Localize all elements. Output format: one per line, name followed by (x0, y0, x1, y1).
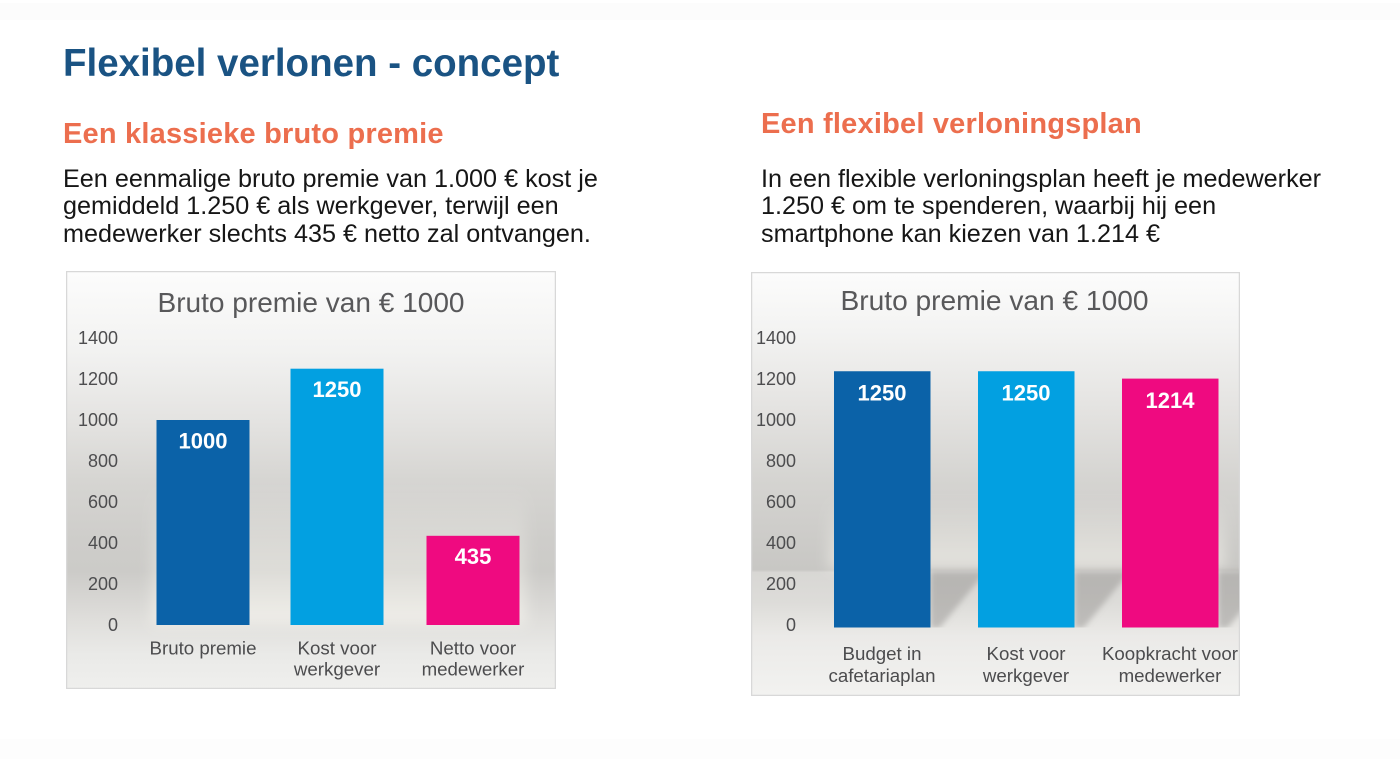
svg-text:Netto voor: Netto voor (430, 638, 516, 659)
svg-text:1000: 1000 (179, 428, 228, 453)
svg-text:0: 0 (786, 615, 796, 635)
svg-text:Koopkracht voor: Koopkracht voor (1102, 643, 1238, 664)
svg-text:800: 800 (88, 451, 118, 471)
svg-text:1400: 1400 (756, 328, 796, 348)
svg-text:200: 200 (88, 574, 118, 594)
svg-text:600: 600 (88, 492, 118, 512)
svg-text:1000: 1000 (78, 410, 118, 430)
svg-text:1000: 1000 (756, 410, 796, 430)
svg-text:medewerker: medewerker (1119, 665, 1222, 686)
svg-text:Bruto premie: Bruto premie (150, 638, 257, 659)
svg-text:Bruto premie van € 1000: Bruto premie van € 1000 (158, 286, 465, 318)
svg-text:1250: 1250 (858, 381, 907, 406)
svg-text:werkgever: werkgever (293, 659, 380, 680)
svg-text:800: 800 (766, 451, 796, 471)
svg-text:400: 400 (88, 533, 118, 553)
svg-text:medewerker: medewerker (422, 659, 525, 680)
svg-text:Kost voor: Kost voor (298, 638, 377, 659)
svg-text:400: 400 (766, 533, 796, 553)
svg-text:200: 200 (766, 574, 796, 594)
svg-text:1250: 1250 (313, 377, 362, 402)
svg-text:0: 0 (108, 615, 118, 635)
svg-text:1200: 1200 (756, 369, 796, 389)
svg-text:1200: 1200 (78, 369, 118, 389)
svg-text:Kost voor: Kost voor (987, 643, 1066, 664)
svg-text:1250: 1250 (1002, 381, 1051, 406)
svg-text:435: 435 (455, 544, 492, 569)
svg-text:Bruto premie van € 1000: Bruto premie van € 1000 (841, 284, 1149, 316)
svg-text:600: 600 (766, 492, 796, 512)
svg-text:1214: 1214 (1146, 388, 1196, 413)
svg-text:werkgever: werkgever (982, 665, 1069, 686)
svg-text:Budget in: Budget in (843, 643, 922, 664)
svg-text:1400: 1400 (78, 328, 118, 348)
svg-text:cafetariaplan: cafetariaplan (828, 665, 935, 686)
